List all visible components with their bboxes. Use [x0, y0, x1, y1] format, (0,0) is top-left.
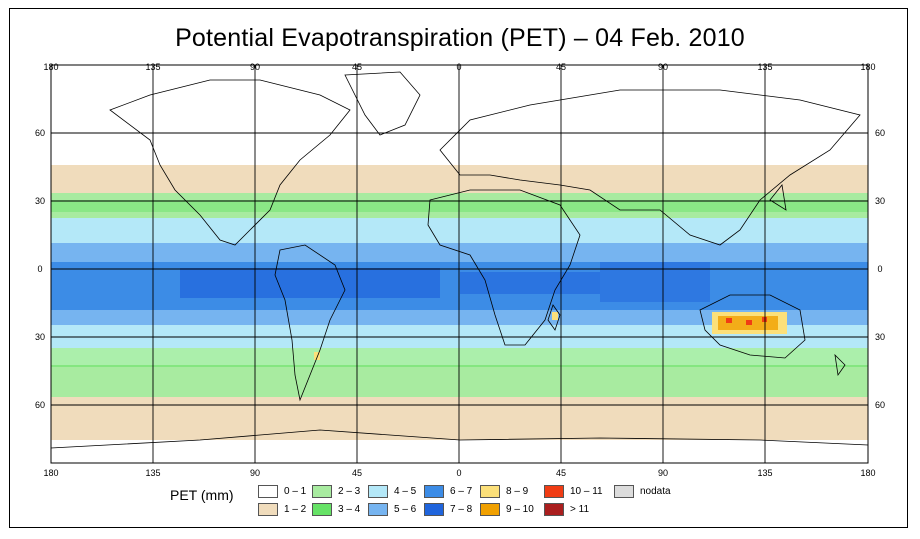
lat-tick: 30	[35, 196, 45, 206]
lat-tick: 0	[37, 264, 42, 274]
pet-field	[51, 65, 868, 463]
lon-tick: 180	[43, 62, 58, 72]
legend-label: 6 – 7	[450, 485, 473, 497]
legend-item: nodata	[614, 483, 671, 499]
legend-item: 9 – 10	[480, 501, 534, 517]
lon-tick: 45	[352, 62, 362, 72]
legend-item: 0 – 1	[258, 483, 306, 499]
legend-swatch	[480, 484, 500, 498]
legend-label: nodata	[640, 485, 671, 497]
lon-tick: 180	[860, 62, 875, 72]
lon-tick: 0	[456, 62, 461, 72]
legend-label: 0 – 1	[284, 485, 307, 497]
lon-tick: 180	[43, 468, 58, 478]
legend-label: > 11	[570, 503, 589, 515]
lon-tick: 45	[352, 468, 362, 478]
legend-swatch	[368, 484, 388, 498]
legend-label: 9 – 10	[506, 503, 534, 515]
legend-item: 7 – 8	[424, 501, 472, 517]
map-title: Potential Evapotranspiration (PET) – 04 …	[175, 24, 745, 52]
legend-title: PET (mm)	[170, 487, 234, 503]
legend-swatch	[544, 502, 564, 516]
legend: 0 – 1 1 – 2 2 – 3 3 – 4 4 – 5 5 – 6 6 – …	[258, 483, 718, 519]
lon-tick: 45	[556, 62, 566, 72]
coastlines	[50, 71, 869, 449]
legend-item: 8 – 9	[480, 483, 528, 499]
legend-swatch	[544, 484, 564, 498]
legend-item: 5 – 6	[368, 501, 416, 517]
lat-tick: 60	[875, 128, 885, 138]
legend-item: 2 – 3	[312, 483, 360, 499]
figure-frame	[9, 8, 908, 528]
lat-tick: 60	[875, 400, 885, 410]
legend-swatch	[258, 502, 278, 516]
lon-tick: 180	[860, 468, 875, 478]
legend-label: 5 – 6	[394, 503, 417, 515]
lat-ticks-right: 60 30 0 30 60	[875, 128, 885, 410]
legend-item: > 11	[544, 501, 589, 517]
legend-label: 1 – 2	[284, 503, 307, 515]
lon-tick: 135	[757, 468, 772, 478]
lat-tick: 60	[35, 128, 45, 138]
legend-item: 1 – 2	[258, 501, 306, 517]
lon-tick: 90	[658, 62, 668, 72]
lon-tick: 135	[145, 468, 160, 478]
lat-tick: 30	[875, 332, 885, 342]
lon-tick: 135	[145, 62, 160, 72]
lon-tick: 135	[757, 62, 772, 72]
lon-tick: 90	[250, 468, 260, 478]
legend-swatch	[480, 502, 500, 516]
legend-label: 3 – 4	[338, 503, 361, 515]
lon-tick: 90	[250, 62, 260, 72]
legend-item: 10 – 11	[544, 483, 603, 499]
lat-tick: 30	[35, 332, 45, 342]
legend-swatch	[368, 502, 388, 516]
legend-label: 10 – 11	[570, 485, 603, 497]
legend-item: 6 – 7	[424, 483, 472, 499]
map-border	[50, 64, 869, 464]
legend-swatch	[614, 484, 634, 498]
legend-item: 4 – 5	[368, 483, 416, 499]
lat-tick: 0	[877, 264, 882, 274]
legend-swatch	[312, 484, 332, 498]
legend-swatch	[424, 502, 444, 516]
legend-swatch	[258, 484, 278, 498]
legend-label: 7 – 8	[450, 503, 473, 515]
lon-tick: 45	[556, 468, 566, 478]
legend-swatch	[312, 502, 332, 516]
lat-tick: 60	[35, 400, 45, 410]
lon-ticks-bottom: 180 135 90 45 0 45 90 135 180	[43, 468, 875, 478]
legend-swatch	[424, 484, 444, 498]
legend-label: 8 – 9	[506, 485, 529, 497]
legend-label: 2 – 3	[338, 485, 361, 497]
lat-tick: 30	[875, 196, 885, 206]
legend-label: 4 – 5	[394, 485, 417, 497]
lon-ticks-top: 180 135 90 45 0 45 90 135 180	[43, 62, 875, 72]
lon-tick: 0	[456, 468, 461, 478]
legend-item: 3 – 4	[312, 501, 360, 517]
lat-ticks-left: 60 30 0 30 60	[35, 128, 45, 410]
graticule	[51, 65, 868, 463]
lon-tick: 90	[658, 468, 668, 478]
